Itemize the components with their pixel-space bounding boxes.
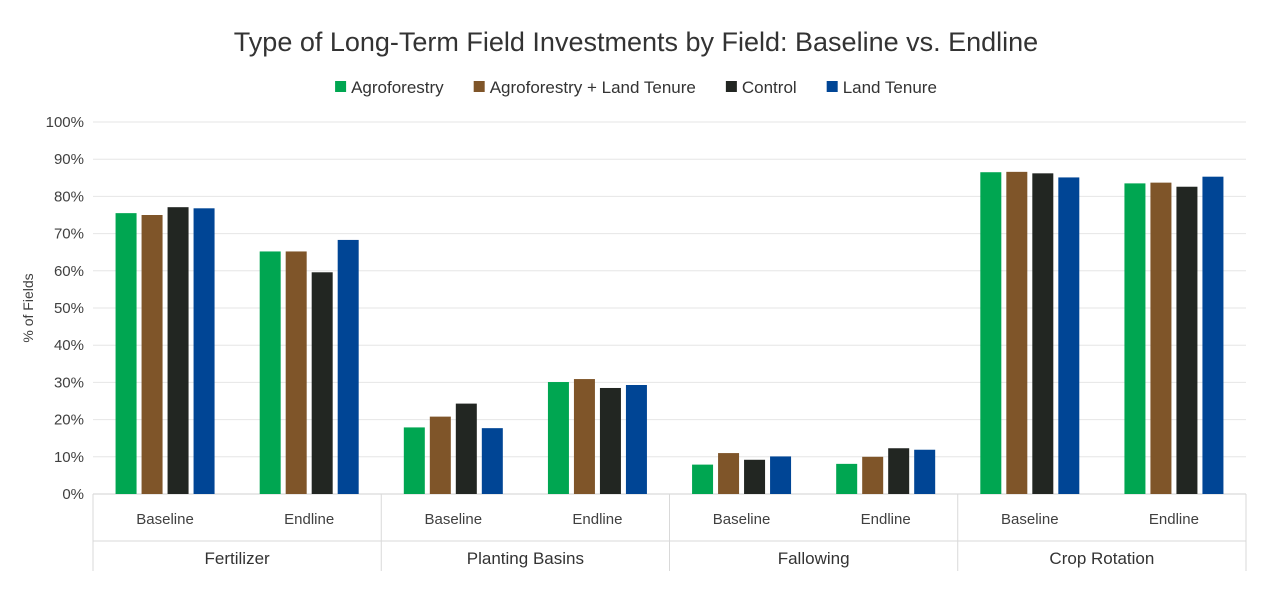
y-tick-label: 50% xyxy=(54,300,84,317)
bar xyxy=(625,385,647,494)
bar xyxy=(167,207,189,495)
y-tick-label: 10% xyxy=(54,449,84,466)
chart-title: Type of Long-Term Field Investments by F… xyxy=(234,27,1038,57)
y-tick-label: 0% xyxy=(62,486,84,503)
bar xyxy=(285,251,307,494)
x-tick-label: Baseline xyxy=(136,511,194,528)
bar xyxy=(141,215,163,494)
legend-label: Agroforestry xyxy=(351,78,444,97)
bar xyxy=(980,172,1002,494)
bar xyxy=(455,403,477,494)
y-tick-label: 100% xyxy=(46,114,84,131)
y-axis-ticks: 0% 10% 20% 30% 40% 50% 60% 70% 80% 90% 100% xyxy=(46,114,84,503)
legend-label: Land Tenure xyxy=(843,78,937,97)
x-tick-label: Endline xyxy=(861,511,911,528)
bar xyxy=(193,208,215,494)
bar xyxy=(547,382,569,494)
y-tick-label: 80% xyxy=(54,188,84,205)
bar xyxy=(692,464,714,494)
bars xyxy=(115,171,1224,495)
bar xyxy=(770,456,792,494)
bar xyxy=(311,272,333,494)
bar xyxy=(481,428,503,494)
x-axis: Baseline Endline Baseline Endline Baseline En… xyxy=(92,494,1247,571)
bar xyxy=(862,456,884,494)
bar xyxy=(1124,183,1146,494)
bar xyxy=(1058,177,1080,495)
bar xyxy=(259,251,281,494)
bar xyxy=(115,213,137,494)
legend-item: Agroforestry xyxy=(335,78,444,97)
gridlines xyxy=(93,121,1246,495)
legend-item: Control xyxy=(725,78,797,97)
bar xyxy=(573,379,595,494)
legend: Agroforestry Agroforestry + Land Tenure Co… xyxy=(335,78,937,97)
bar xyxy=(744,459,766,494)
bar xyxy=(1150,182,1172,495)
legend-item: Agroforestry + Land Tenure xyxy=(473,78,696,97)
group-label: Fertilizer xyxy=(205,549,271,568)
group-label: Planting Basins xyxy=(467,549,584,568)
x-tick-label: Endline xyxy=(284,511,334,528)
bar xyxy=(337,239,359,494)
x-tick-label: Baseline xyxy=(425,511,483,528)
y-tick-label: 90% xyxy=(54,151,84,168)
bar xyxy=(836,463,858,494)
legend-label: Control xyxy=(742,78,797,97)
legend-swatch xyxy=(725,81,737,92)
bar xyxy=(429,416,451,494)
bar xyxy=(1202,176,1224,494)
y-tick-label: 60% xyxy=(54,263,84,280)
bar xyxy=(1006,171,1028,494)
legend-swatch xyxy=(826,81,838,92)
x-tick-label: Endline xyxy=(1149,511,1199,528)
bar xyxy=(403,427,425,494)
group-label: Crop Rotation xyxy=(1049,549,1154,568)
legend-label: Agroforestry + Land Tenure xyxy=(490,78,696,97)
y-axis-label: % of Fields xyxy=(20,273,36,342)
y-tick-label: 70% xyxy=(54,226,84,243)
y-tick-label: 30% xyxy=(54,374,84,391)
x-tick-label: Baseline xyxy=(713,511,771,528)
x-tick-label: Baseline xyxy=(1001,511,1059,528)
bar xyxy=(888,448,910,494)
bar xyxy=(599,387,621,494)
y-tick-label: 40% xyxy=(54,337,84,354)
y-tick-label: 20% xyxy=(54,412,84,429)
legend-swatch xyxy=(335,81,347,92)
legend-item: Land Tenure xyxy=(826,78,937,97)
group-label: Fallowing xyxy=(778,549,850,568)
legend-swatch xyxy=(473,81,485,92)
x-tick-label: Endline xyxy=(572,511,622,528)
bar xyxy=(914,449,936,494)
bar xyxy=(1032,173,1054,494)
bar xyxy=(1176,186,1198,494)
bar xyxy=(718,453,740,494)
